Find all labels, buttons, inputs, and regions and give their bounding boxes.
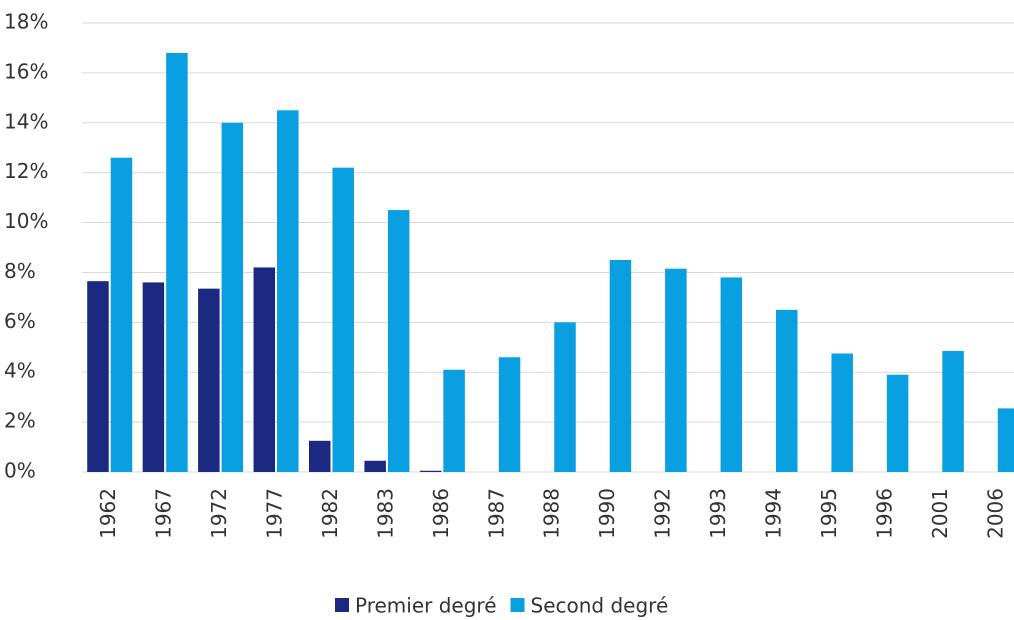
bar — [665, 268, 687, 472]
x-tick-label: 1990 — [595, 488, 619, 539]
bar — [554, 322, 576, 472]
x-tick-label: 2006 — [983, 488, 1007, 539]
x-tick-label: 1994 — [762, 488, 786, 539]
y-tick-label: 14% — [4, 109, 48, 133]
y-tick-label: 16% — [4, 59, 48, 83]
y-tick-label: 4% — [4, 359, 36, 383]
x-tick-label: 1995 — [817, 488, 841, 539]
bar — [942, 351, 964, 472]
legend: Premier degré Second degré — [335, 594, 668, 618]
x-tick-label: 1977 — [263, 488, 287, 539]
x-tick-label: 1962 — [96, 488, 120, 539]
y-tick-label: 2% — [4, 409, 36, 433]
x-tick-label: 1983 — [373, 488, 397, 539]
bar — [831, 353, 853, 472]
bar — [609, 259, 632, 472]
x-tick-label: 1992 — [651, 488, 675, 539]
bar — [498, 357, 521, 472]
bar — [166, 52, 188, 472]
y-tick-label: 0% — [4, 459, 36, 483]
bar — [253, 267, 276, 472]
bar — [720, 277, 743, 472]
x-tick-label: 1967 — [152, 488, 176, 539]
x-tick-label: 1988 — [540, 488, 564, 539]
bar — [221, 122, 244, 473]
bar — [886, 374, 909, 472]
x-tick-label: 1996 — [872, 488, 896, 539]
bar — [776, 309, 798, 472]
y-tick-label: 12% — [4, 159, 48, 183]
bar — [87, 281, 109, 472]
bar — [419, 470, 442, 472]
y-tick-label: 18% — [4, 10, 48, 34]
bar — [308, 440, 331, 472]
legend-label: Second degré — [531, 594, 669, 618]
bar — [332, 167, 354, 472]
bar — [142, 282, 165, 472]
bar — [277, 110, 299, 473]
legend-swatch — [510, 598, 525, 612]
bar — [198, 288, 220, 472]
bar — [443, 369, 465, 472]
x-tick-label: 1987 — [484, 488, 508, 539]
legend-label: Premier degré — [355, 594, 497, 618]
bar — [364, 460, 386, 472]
y-tick-label: 8% — [4, 259, 36, 283]
y-tick-label: 6% — [4, 309, 36, 333]
bar — [387, 210, 410, 473]
x-tick-label: 1972 — [207, 488, 231, 539]
x-tick-label: 1982 — [318, 488, 342, 539]
legend-swatch — [335, 598, 349, 612]
x-tick-label: 2001 — [928, 488, 952, 539]
bar — [997, 408, 1014, 472]
bar — [110, 157, 133, 472]
y-tick-label: 10% — [4, 209, 48, 233]
x-tick-label: 1993 — [706, 488, 730, 539]
x-tick-label: 1986 — [429, 488, 453, 539]
